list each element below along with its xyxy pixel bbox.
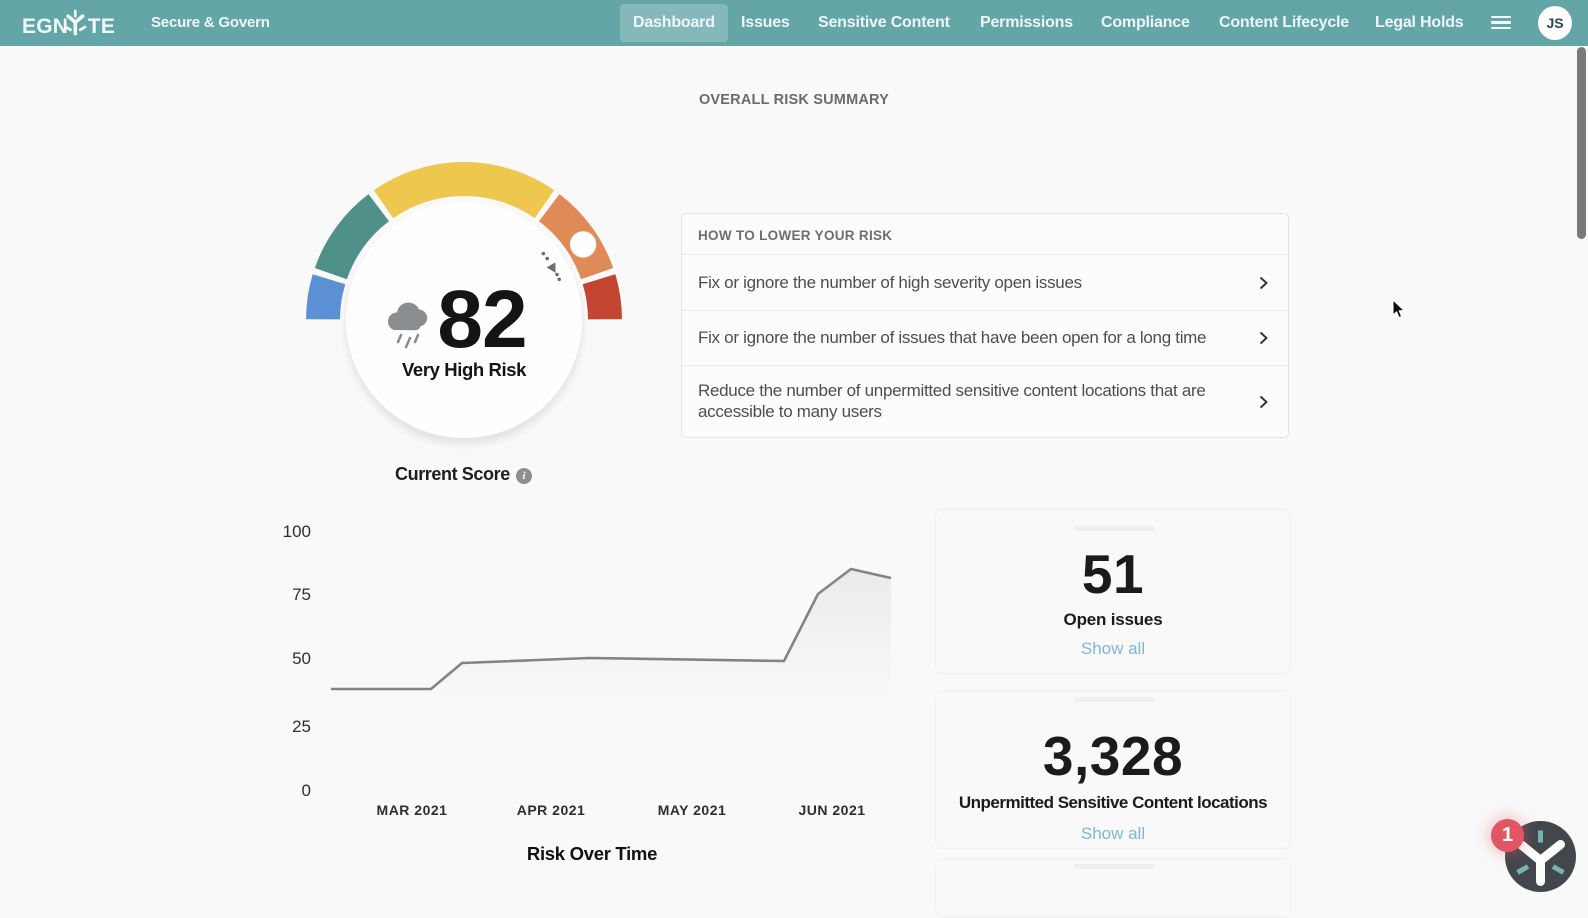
svg-text:50: 50 [292, 649, 311, 668]
svg-text:25: 25 [292, 717, 311, 736]
svg-text:75: 75 [292, 585, 311, 604]
svg-text:Very High Risk: Very High Risk [402, 359, 527, 380]
svg-text:100: 100 [283, 522, 311, 541]
svg-text:0: 0 [302, 781, 311, 800]
svg-text:82: 82 [437, 274, 526, 365]
svg-text:MAR 2021: MAR 2021 [377, 802, 448, 818]
svg-text:TE: TE [88, 15, 115, 37]
svg-text:APR 2021: APR 2021 [517, 802, 586, 818]
svg-text:EGN: EGN [22, 15, 68, 37]
svg-text:MAY 2021: MAY 2021 [658, 802, 727, 818]
svg-text:JUN 2021: JUN 2021 [798, 802, 865, 818]
